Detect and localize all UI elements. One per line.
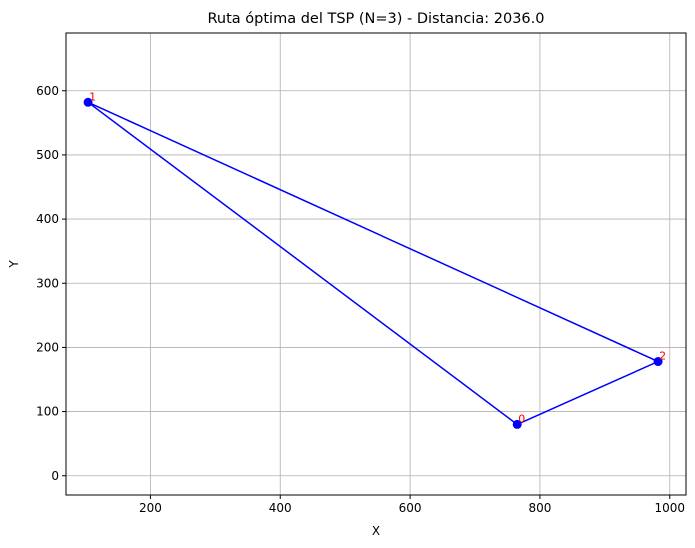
city-marker-2 [653, 357, 663, 367]
city-label-0: 0 [518, 412, 525, 425]
x-tick-label: 600 [399, 501, 422, 515]
x-axis-label: X [372, 524, 380, 538]
route-layer [87, 101, 660, 426]
x-tick-label: 200 [139, 501, 162, 515]
grid-lines [66, 33, 686, 495]
city-label-2: 2 [659, 350, 666, 363]
y-axis-label: Y [7, 260, 21, 269]
marker-layer [83, 97, 663, 429]
y-tick-label: 0 [51, 469, 59, 483]
chart-title: Ruta óptima del TSP (N=3) - Distancia: 2… [208, 11, 545, 27]
point-label-layer: 0 1 2 [89, 90, 666, 425]
y-tick-label: 200 [36, 340, 59, 354]
city-label-1: 1 [89, 90, 96, 103]
city-marker-0 [512, 419, 522, 429]
plot-frame [65, 32, 687, 496]
x-axis-ticks: 200 400 600 800 1000 [139, 495, 685, 515]
y-tick-label: 500 [36, 148, 59, 162]
route-line [87, 101, 660, 426]
x-tick-label: 800 [528, 501, 551, 515]
x-tick-label: 1000 [654, 501, 685, 515]
y-axis-ticks: 0 100 200 300 400 500 600 [36, 84, 66, 483]
city-marker-1 [83, 97, 93, 107]
y-tick-label: 300 [36, 276, 59, 290]
y-tick-label: 400 [36, 212, 59, 226]
y-tick-label: 600 [36, 84, 59, 98]
x-tick-label: 400 [269, 501, 292, 515]
y-tick-label: 100 [36, 405, 59, 419]
